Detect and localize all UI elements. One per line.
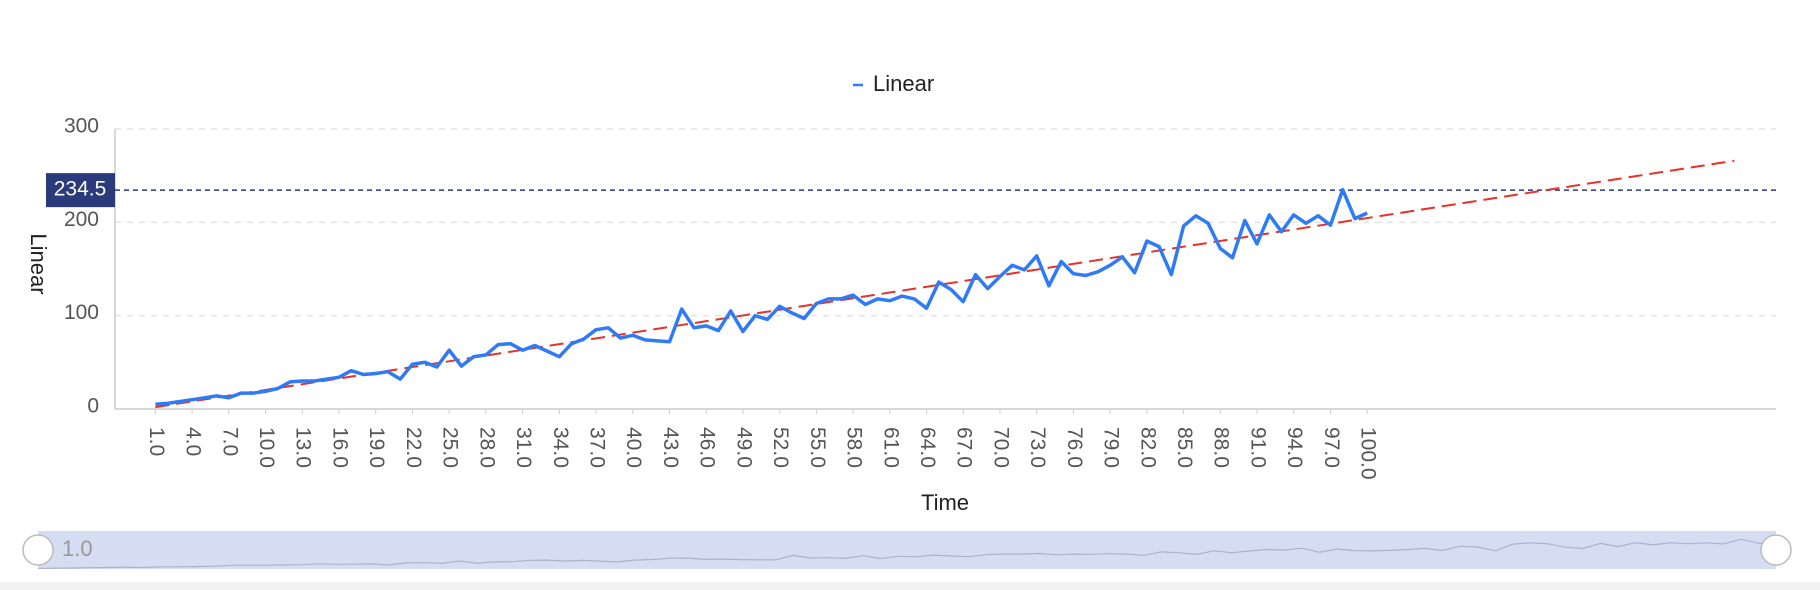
x-tick-label: 13.0 — [292, 427, 315, 468]
x-tick-label: 82.0 — [1136, 427, 1159, 468]
x-axis-title: Time — [921, 490, 969, 515]
x-tick-label: 37.0 — [585, 427, 608, 468]
y-axis-title: Linear — [26, 233, 51, 294]
data-zoom-preview — [37, 538, 1777, 569]
y-tick-label: 0 — [87, 395, 99, 418]
x-tick-label: 34.0 — [549, 427, 572, 468]
bottom-bar — [0, 582, 1820, 590]
x-tick-label: 25.0 — [439, 427, 462, 468]
mark-line-label-bg — [46, 173, 115, 208]
x-tick-label: 7.0 — [218, 427, 241, 456]
x-tick-label: 10.0 — [255, 427, 278, 468]
x-tick-label: 61.0 — [879, 427, 902, 468]
x-tick-label: 79.0 — [1100, 427, 1123, 468]
mark-line-label: 234.5 — [54, 178, 107, 201]
x-tick-label: 31.0 — [512, 427, 535, 468]
series-line — [155, 187, 1368, 407]
x-tick-label: 85.0 — [1173, 427, 1196, 468]
x-tick-label: 40.0 — [622, 427, 645, 468]
data-zoom-start-label: 1.0 — [62, 536, 93, 561]
x-tick-label: 22.0 — [402, 427, 425, 468]
data-zoom-handle[interactable] — [22, 534, 54, 566]
x-tick-label: 19.0 — [365, 427, 388, 468]
legend-label[interactable]: Linear — [873, 71, 934, 96]
x-tick-label: 46.0 — [696, 427, 719, 468]
x-tick-label: 58.0 — [843, 427, 866, 468]
x-tick-label: 76.0 — [1063, 427, 1086, 468]
x-tick-label: 64.0 — [916, 427, 939, 468]
x-tick-label: 52.0 — [769, 427, 792, 468]
x-tick-label: 94.0 — [1283, 427, 1306, 468]
x-tick-label: 91.0 — [1246, 427, 1269, 468]
x-tick-label: 1.0 — [145, 427, 168, 456]
x-tick-label: 43.0 — [659, 427, 682, 468]
y-tick-label: 200 — [64, 208, 99, 231]
x-tick-label: 70.0 — [989, 427, 1012, 468]
x-tick-label: 73.0 — [1026, 427, 1049, 468]
y-tick-label: 300 — [64, 115, 99, 138]
x-tick-label: 28.0 — [475, 427, 498, 468]
data-zoom-handle[interactable] — [1760, 534, 1792, 566]
x-tick-label: 49.0 — [732, 427, 755, 468]
x-tick-label: 16.0 — [328, 427, 351, 468]
x-tick-label: 97.0 — [1320, 427, 1343, 468]
x-tick-label: 88.0 — [1210, 427, 1233, 468]
x-tick-label: 67.0 — [953, 427, 976, 468]
x-tick-label: 55.0 — [806, 427, 829, 468]
data-zoom-track[interactable] — [38, 531, 1776, 569]
y-tick-label: 100 — [64, 301, 99, 324]
x-tick-label: 100.0 — [1357, 427, 1380, 480]
x-tick-label: 4.0 — [182, 427, 205, 456]
